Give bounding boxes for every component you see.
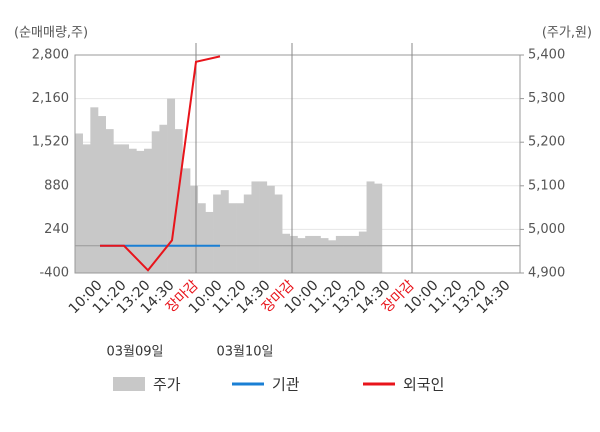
- y2-tick-label: 4,900: [528, 266, 565, 281]
- price-bar: [274, 194, 283, 273]
- price-bar: [205, 211, 214, 273]
- price-bar: [213, 194, 222, 273]
- y-tick-label: 240: [44, 222, 69, 237]
- price-bar: [328, 240, 337, 273]
- date-label: 03월09일: [106, 345, 163, 360]
- price-bar: [167, 98, 176, 273]
- y-tick-label: -400: [39, 266, 69, 281]
- price-bar: [243, 194, 252, 273]
- price-bar: [190, 185, 199, 273]
- price-bar: [305, 235, 314, 273]
- legend-swatch: [113, 377, 145, 391]
- price-bar: [343, 235, 352, 273]
- price-bar: [82, 144, 91, 273]
- price-bar: [98, 116, 106, 273]
- price-bar: [228, 203, 237, 273]
- price-bar: [220, 190, 229, 273]
- price-bar: [182, 168, 191, 273]
- price-bar: [121, 144, 130, 273]
- price-bar: [266, 185, 275, 273]
- y2-tick-label: 5,400: [528, 48, 565, 63]
- price-bar: [251, 181, 260, 273]
- y2-tick-label: 5,200: [528, 135, 565, 150]
- legend-label: 기관: [272, 376, 300, 394]
- price-bar: [151, 131, 160, 273]
- price-bar: [335, 235, 344, 273]
- legend-label: 주가: [153, 376, 181, 394]
- price-bar: [236, 203, 245, 273]
- price-bar: [197, 203, 206, 273]
- price-bar: [297, 238, 306, 273]
- price-bar: [144, 148, 153, 273]
- price-bar: [374, 183, 383, 273]
- price-bar: [351, 235, 360, 273]
- price-bar: [90, 107, 99, 273]
- price-bar: [259, 181, 268, 273]
- price-bar: [282, 233, 291, 273]
- y2-tick-label: 5,000: [528, 222, 565, 237]
- y-tick-label: 880: [44, 178, 69, 193]
- y-tick-label: 2,800: [32, 48, 69, 63]
- price-bar: [320, 238, 329, 273]
- price-bar: [289, 235, 298, 273]
- legend-label: 외국인: [403, 376, 444, 394]
- price-bar: [159, 124, 168, 273]
- price-bar: [128, 148, 137, 273]
- y-tick-label: 2,160: [32, 91, 69, 106]
- price-bar: [105, 129, 114, 273]
- y2-tick-label: 5,300: [528, 91, 565, 106]
- price-bar: [136, 150, 145, 273]
- y2-axis-label: (주가,원): [542, 26, 592, 41]
- price-bar: [312, 235, 321, 273]
- series-line: [100, 55, 221, 272]
- price-bar: [113, 144, 122, 273]
- price-bar: [174, 129, 183, 273]
- price-bar: [358, 231, 367, 273]
- y2-tick-label: 5,100: [528, 178, 565, 193]
- price-bar: [366, 181, 375, 273]
- y-axis-label: (순매매량,주): [14, 26, 88, 41]
- y-tick-label: 1,520: [32, 135, 69, 150]
- plot-frame: [74, 54, 521, 274]
- price-bar: [75, 133, 83, 273]
- date-label: 03월10일: [216, 345, 273, 360]
